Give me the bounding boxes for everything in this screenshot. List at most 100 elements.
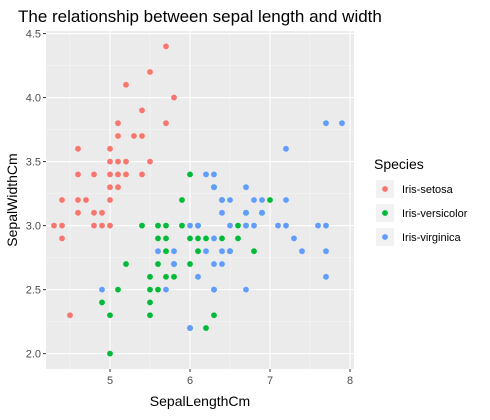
data-point-iris-setosa (107, 197, 113, 203)
data-point-iris-virginica (163, 286, 169, 293)
data-point-iris-setosa (75, 209, 81, 216)
data-point-iris-virginica (243, 184, 249, 191)
grid-lines (46, 31, 354, 369)
data-point-iris-setosa (163, 43, 169, 50)
data-point-iris-virginica (219, 209, 225, 216)
data-point-iris-versicolor (107, 312, 113, 319)
data-point-iris-setosa (115, 133, 121, 139)
legend-label: Iris-setosa (402, 184, 454, 196)
data-point-iris-setosa (51, 222, 57, 229)
data-point-iris-versicolor (147, 312, 153, 319)
x-tick-label: 7 (267, 375, 273, 387)
data-point-iris-virginica (171, 248, 177, 255)
data-point-iris-virginica (219, 248, 225, 255)
data-point-iris-virginica (339, 120, 345, 127)
data-point-iris-virginica (195, 222, 201, 229)
axes: 5 6 7 8 2.0 2.5 3.0 3.5 4.0 4.5 (26, 29, 353, 387)
data-point-iris-setosa (107, 171, 113, 178)
data-point-iris-setosa (115, 158, 121, 165)
data-point-iris-virginica (219, 197, 225, 203)
data-point-iris-setosa (91, 171, 97, 178)
data-point-iris-setosa (115, 120, 121, 127)
data-point-iris-virginica (283, 197, 289, 203)
data-point-iris-setosa (123, 158, 129, 165)
legend-marker (382, 210, 388, 216)
data-point-iris-setosa (115, 184, 121, 191)
plot-panel (46, 31, 354, 369)
data-point-iris-virginica (243, 222, 249, 229)
data-point-iris-versicolor (163, 222, 169, 229)
data-point-iris-versicolor (187, 171, 193, 178)
data-point-iris-virginica (187, 325, 193, 331)
legend: Species Iris-setosa Iris-versicolor Iris-v… (374, 156, 468, 246)
data-point-iris-versicolor (187, 261, 193, 267)
data-point-iris-virginica (251, 222, 257, 229)
data-point-iris-virginica (195, 273, 201, 280)
data-points (51, 43, 345, 357)
data-point-iris-virginica (259, 197, 265, 203)
data-point-iris-virginica (203, 171, 209, 178)
data-point-iris-setosa (123, 81, 129, 88)
data-point-iris-versicolor (147, 299, 153, 306)
data-point-iris-versicolor (147, 273, 153, 280)
data-point-iris-setosa (75, 171, 81, 178)
data-point-iris-virginica (291, 235, 297, 242)
data-point-iris-virginica (211, 261, 217, 267)
data-point-iris-versicolor (179, 222, 185, 229)
data-point-iris-versicolor (107, 350, 113, 357)
x-tick-label: 6 (187, 375, 193, 387)
data-point-iris-versicolor (139, 222, 145, 229)
x-tick-label: 5 (107, 375, 113, 387)
chart-title: The relationship between sepal length an… (18, 7, 382, 26)
data-point-iris-versicolor (211, 312, 217, 319)
y-tick-label: 2.5 (26, 285, 41, 297)
y-axis-label: SepalWidthCm (4, 153, 20, 246)
data-point-iris-versicolor (155, 222, 161, 229)
data-point-iris-virginica (99, 286, 105, 293)
data-point-iris-virginica (323, 222, 329, 229)
data-point-iris-setosa (91, 209, 97, 216)
data-point-iris-virginica (211, 235, 217, 242)
data-point-iris-virginica (227, 248, 233, 255)
data-point-iris-virginica (243, 286, 249, 293)
data-point-iris-versicolor (163, 235, 169, 242)
data-point-iris-versicolor (251, 248, 257, 255)
y-tick-label: 3.0 (26, 221, 41, 233)
data-point-iris-setosa (107, 184, 113, 191)
data-point-iris-versicolor (163, 273, 169, 280)
data-point-iris-versicolor (123, 261, 129, 267)
data-point-iris-versicolor (219, 235, 225, 242)
data-point-iris-setosa (59, 235, 65, 242)
y-tick-label: 3.5 (26, 157, 41, 169)
data-point-iris-virginica (219, 261, 225, 267)
data-point-iris-virginica (227, 222, 233, 229)
data-point-iris-setosa (107, 222, 113, 229)
data-point-iris-setosa (131, 133, 137, 139)
data-point-iris-versicolor (195, 235, 201, 242)
data-point-iris-versicolor (171, 273, 177, 280)
legend-marker (382, 186, 388, 192)
data-point-iris-virginica (259, 209, 265, 216)
data-point-iris-virginica (155, 248, 161, 255)
legend-label: Iris-virginica (402, 232, 462, 244)
data-point-iris-virginica (299, 248, 305, 255)
data-point-iris-setosa (59, 197, 65, 203)
data-point-iris-setosa (147, 69, 153, 75)
data-point-iris-virginica (203, 248, 209, 255)
data-point-iris-virginica (251, 197, 257, 203)
data-point-iris-setosa (115, 171, 121, 178)
data-point-iris-versicolor (163, 248, 169, 255)
y-tick-label: 2.0 (26, 349, 41, 361)
data-point-iris-setosa (163, 120, 169, 127)
data-point-iris-setosa (59, 222, 65, 229)
data-point-iris-setosa (75, 197, 81, 203)
data-point-iris-virginica (283, 145, 289, 152)
data-point-iris-versicolor (267, 197, 273, 203)
y-tick-label: 4.5 (26, 29, 41, 41)
data-point-iris-virginica (315, 222, 321, 229)
data-point-iris-versicolor (155, 286, 161, 293)
data-point-iris-versicolor (155, 235, 161, 242)
data-point-iris-setosa (107, 158, 113, 165)
